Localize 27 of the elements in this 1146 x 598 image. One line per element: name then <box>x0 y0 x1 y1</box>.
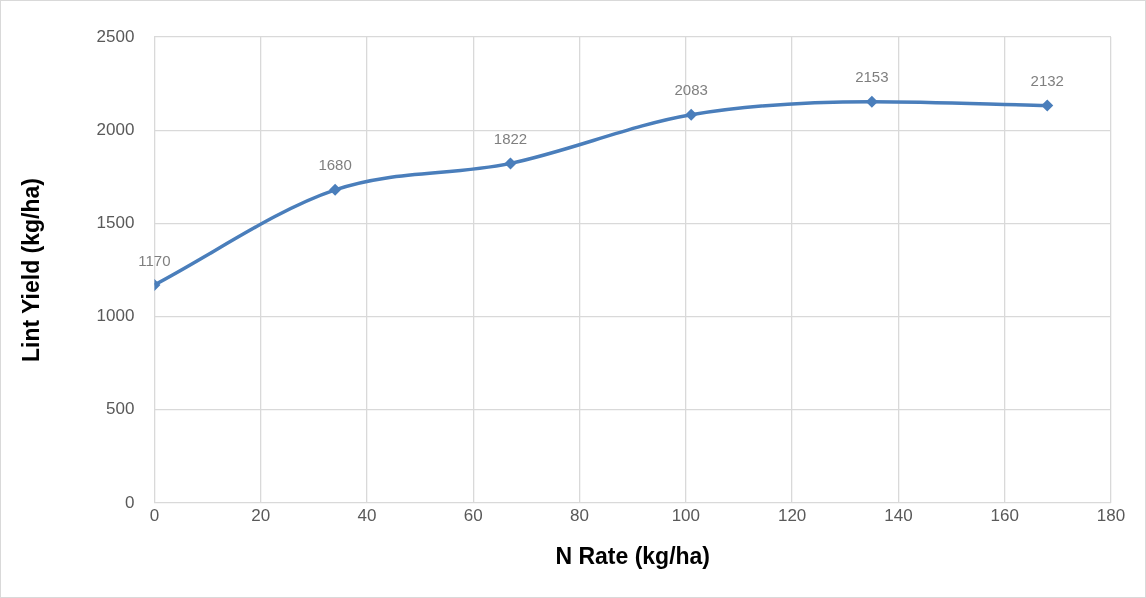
y-tick-label: 500 <box>106 399 135 419</box>
y-axis-title: Lint Yield (kg/ha) <box>18 177 45 363</box>
data-label: 1170 <box>138 251 171 269</box>
x-tick-label: 180 <box>1096 505 1126 525</box>
point <box>329 183 342 196</box>
x-tick-label: 40 <box>357 505 377 525</box>
y-tick-label: 0 <box>124 492 135 512</box>
data-label: 1680 <box>318 156 352 174</box>
point <box>504 157 517 170</box>
x-tick-label: 100 <box>671 505 701 525</box>
data-label: 2153 <box>855 68 889 86</box>
data-label: 1822 <box>493 130 528 148</box>
data-label: 2083 <box>674 81 708 99</box>
x-tick-label: 60 <box>463 505 483 525</box>
x-tick-label: 140 <box>884 505 913 525</box>
x-tick-label: 0 <box>149 505 160 525</box>
x-tick-label: 80 <box>570 505 590 525</box>
y-tick-label: 2000 <box>96 119 135 139</box>
y-tick-label: 2500 <box>96 26 135 46</box>
x-tick-label: 160 <box>990 505 1019 525</box>
y-tick-label: 1000 <box>96 306 135 326</box>
x-axis-title: N Rate (kg/ha) <box>555 542 711 569</box>
point <box>685 108 698 121</box>
data-label: 2132 <box>1030 72 1064 90</box>
x-tick-label: 20 <box>251 505 271 525</box>
x-tick-label: 120 <box>777 505 807 525</box>
y-tick-label: 1500 <box>96 213 135 233</box>
